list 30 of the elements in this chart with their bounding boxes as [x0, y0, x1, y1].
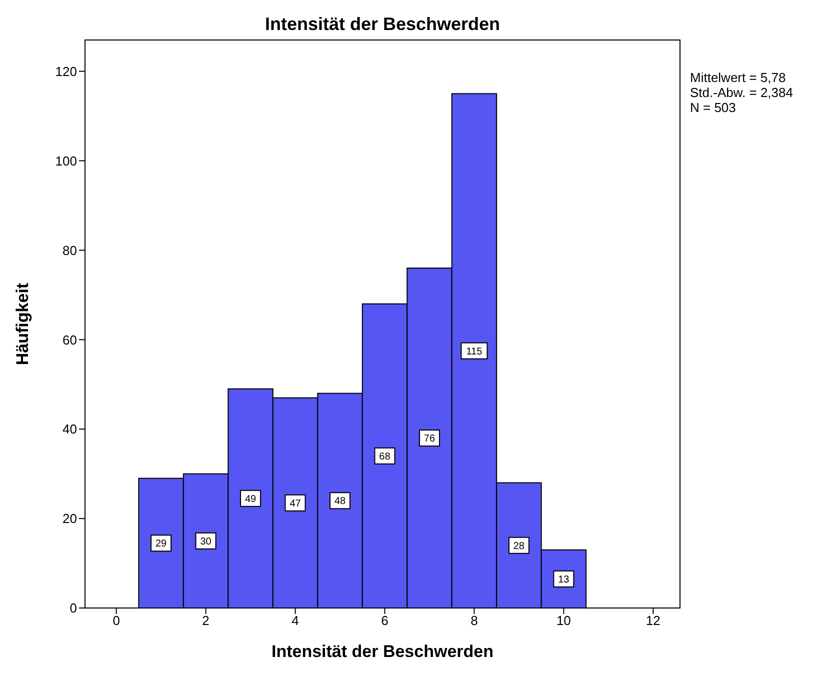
- data-label: 29: [155, 538, 168, 550]
- text: Mittelwert = 5,78: [690, 70, 787, 85]
- x-tick-label: 0: [112, 613, 120, 628]
- y-tick-label: 40: [62, 422, 77, 437]
- data-label: 48: [334, 496, 346, 508]
- data-label: 76: [424, 434, 436, 445]
- data-label: 47: [290, 498, 302, 510]
- x-tick-label: 8: [470, 613, 478, 628]
- data-label: 28: [513, 540, 525, 552]
- data-label: 68: [379, 451, 391, 462]
- x-tick-label: 4: [292, 613, 299, 628]
- y-tick-label: 80: [62, 242, 77, 258]
- data-label: 115: [466, 346, 483, 358]
- y-tick-label: 0: [70, 600, 77, 616]
- y-tick-label: 20: [62, 511, 77, 526]
- y-tick-label: 120: [55, 64, 77, 79]
- x-axis-title: Intensität der Beschwerden: [270, 642, 494, 662]
- x-tick-label: 6: [381, 613, 388, 628]
- y-tick-label: 60: [62, 332, 77, 348]
- text: Std.-Abw. = 2,384: [690, 85, 793, 100]
- data-label: 13: [558, 574, 570, 586]
- data-label: 30: [200, 536, 212, 548]
- x-tick-label: 10: [556, 613, 571, 628]
- chart-title: Intensität der Beschwerden: [264, 14, 502, 35]
- text: N = 503: [690, 100, 737, 115]
- y-axis-title: Häufigkeit: [13, 282, 33, 366]
- x-tick-label: 12: [646, 613, 660, 628]
- data-label: 49: [244, 494, 257, 505]
- y-tick-label: 100: [55, 153, 77, 168]
- x-tick-label: 2: [202, 613, 210, 628]
